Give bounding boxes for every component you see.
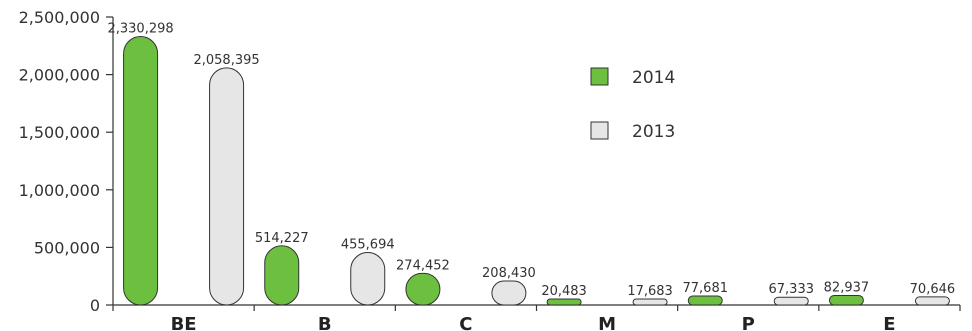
legend: 2014 2013 [590, 67, 675, 142]
y-tick-label: 1,500,000 [19, 123, 100, 142]
y-tick-label: 0 [90, 296, 100, 315]
bars [123, 36, 950, 306]
bar-2013-M [632, 298, 668, 306]
bar-2014-BE [123, 36, 159, 306]
y-axis-ticks: 0 500,000 1,000,000 1,500,000 2,000,000 2,500… [19, 8, 113, 315]
y-tick-label: 2,000,000 [19, 66, 100, 85]
data-label: 77,681 [683, 281, 729, 296]
bar-2013-B [350, 252, 386, 306]
x-axis-ticks: BE B C M P E [112, 305, 961, 331]
bar-2014-B [264, 245, 300, 306]
data-label: 514,227 [255, 231, 309, 246]
data-label: 208,430 [482, 266, 536, 281]
data-label: 70,646 [910, 282, 956, 297]
x-tick-label: BE [171, 314, 197, 331]
x-tick-label: P [742, 314, 755, 331]
bar-2014-C [405, 272, 441, 306]
bar-2013-BE [209, 67, 245, 306]
data-label: 2,058,395 [193, 53, 259, 68]
data-label: 20,483 [541, 284, 587, 299]
y-tick-label: 500,000 [34, 238, 100, 257]
data-label: 17,683 [627, 284, 673, 299]
data-label: 67,333 [769, 282, 815, 297]
data-label: 274,452 [396, 258, 450, 273]
legend-label: 2013 [632, 122, 675, 142]
bar-2014-P [687, 295, 723, 306]
data-label: 2,330,298 [107, 22, 173, 37]
bar-2014-M [546, 298, 582, 306]
x-tick-label: B [318, 314, 332, 331]
legend-label: 2014 [632, 68, 675, 88]
bar-2014-E [828, 294, 864, 306]
legend-swatch-2013 [590, 121, 609, 140]
x-tick-label: C [459, 314, 472, 331]
bar-2013-C [491, 280, 527, 306]
bar-2013-P [773, 296, 809, 306]
x-tick-label: E [883, 314, 895, 331]
data-label: 82,937 [824, 280, 870, 295]
legend-swatch-2014 [590, 67, 609, 86]
x-tick-label: M [598, 314, 616, 331]
y-tick-label: 1,000,000 [19, 181, 100, 200]
data-label: 455,694 [341, 238, 395, 253]
data-labels: 2,330,298 514,227 274,452 20,483 77,681 82,93… [107, 22, 955, 299]
bar-2013-E [914, 296, 950, 306]
y-tick-label: 2,500,000 [19, 8, 100, 27]
